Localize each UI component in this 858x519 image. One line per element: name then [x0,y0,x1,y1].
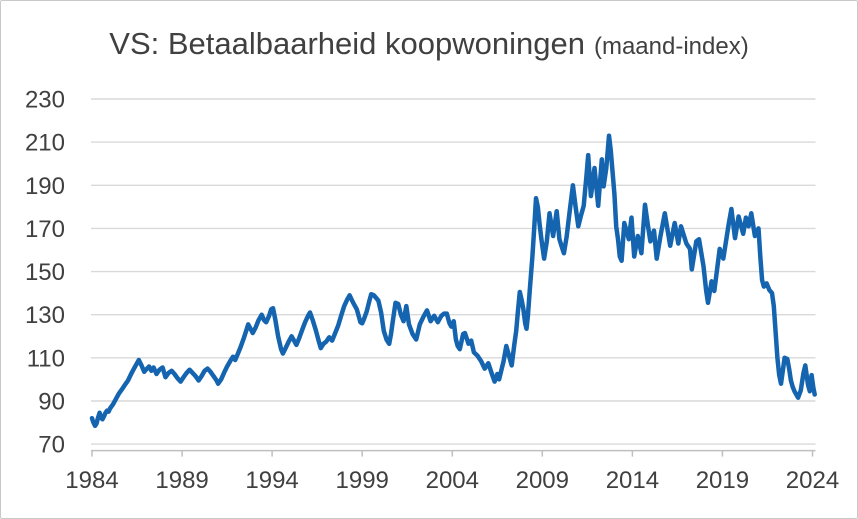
svg-text:2019: 2019 [696,467,749,494]
svg-text:70: 70 [38,432,65,459]
svg-text:1989: 1989 [155,467,208,494]
chart-title: VS: Betaalbaarheid koopwoningen (maand-in… [1,26,857,61]
svg-text:190: 190 [25,173,65,200]
svg-text:90: 90 [38,389,65,416]
svg-text:1994: 1994 [245,467,298,494]
y-gridlines [91,98,816,445]
svg-text:2004: 2004 [426,467,479,494]
svg-text:150: 150 [25,259,65,286]
y-tick-labels: 70 90 110 130 150 170 190 210 230 [25,87,65,459]
svg-text:130: 130 [25,302,65,329]
svg-text:110: 110 [27,345,65,372]
svg-text:2009: 2009 [516,467,569,494]
svg-text:2024: 2024 [786,467,839,494]
svg-text:170: 170 [25,216,65,243]
data-series-line [89,133,817,429]
chart-title-text: VS: Betaalbaarheid koopwoningen [109,26,585,61]
svg-text:210: 210 [25,130,65,157]
svg-text:230: 230 [25,87,65,114]
x-tick-labels: 1984 1989 1994 1999 2004 2009 2014 2019 2024 [65,467,839,494]
svg-text:1984: 1984 [65,467,118,494]
svg-text:1999: 1999 [336,467,389,494]
svg-text:2014: 2014 [606,467,659,494]
x-tick-marks [91,450,814,457]
chart-title-suffix: (maand-index) [593,33,749,60]
